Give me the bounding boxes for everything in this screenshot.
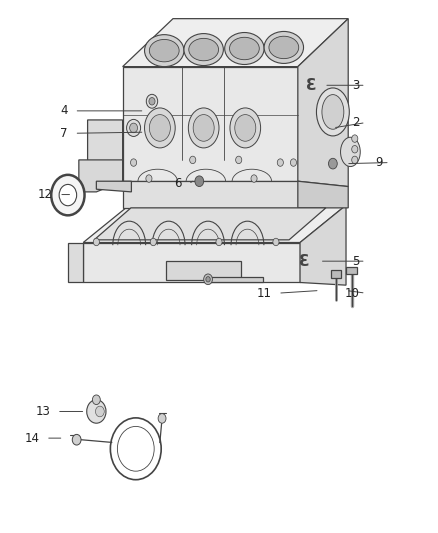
Circle shape bbox=[87, 400, 106, 423]
Text: 14: 14 bbox=[25, 432, 39, 445]
Text: 3: 3 bbox=[352, 79, 359, 92]
Circle shape bbox=[72, 434, 81, 445]
Text: 7: 7 bbox=[60, 127, 68, 140]
Text: 9: 9 bbox=[376, 156, 383, 169]
Circle shape bbox=[277, 159, 283, 166]
Polygon shape bbox=[96, 181, 131, 192]
Circle shape bbox=[195, 176, 204, 187]
Polygon shape bbox=[83, 243, 300, 282]
Circle shape bbox=[158, 414, 166, 423]
Text: 4: 4 bbox=[60, 104, 68, 117]
Circle shape bbox=[251, 175, 257, 182]
Ellipse shape bbox=[145, 108, 175, 148]
Circle shape bbox=[352, 135, 358, 142]
Ellipse shape bbox=[189, 38, 219, 61]
Polygon shape bbox=[166, 261, 241, 280]
Ellipse shape bbox=[230, 37, 259, 60]
Polygon shape bbox=[346, 266, 357, 274]
Circle shape bbox=[149, 98, 155, 105]
Ellipse shape bbox=[235, 115, 256, 141]
Polygon shape bbox=[94, 208, 326, 240]
Circle shape bbox=[59, 184, 77, 206]
Circle shape bbox=[127, 119, 141, 136]
Text: Ɛ: Ɛ bbox=[299, 254, 310, 269]
Ellipse shape bbox=[188, 108, 219, 148]
Circle shape bbox=[352, 146, 358, 153]
Circle shape bbox=[352, 156, 358, 164]
Text: 12: 12 bbox=[38, 188, 53, 201]
Ellipse shape bbox=[184, 34, 223, 66]
Polygon shape bbox=[298, 181, 348, 208]
Polygon shape bbox=[298, 19, 348, 187]
Ellipse shape bbox=[149, 39, 179, 62]
Text: 6: 6 bbox=[174, 177, 182, 190]
Ellipse shape bbox=[230, 108, 261, 148]
Circle shape bbox=[290, 159, 297, 166]
Ellipse shape bbox=[269, 36, 299, 59]
Ellipse shape bbox=[145, 35, 184, 67]
Circle shape bbox=[328, 158, 337, 169]
Text: 2: 2 bbox=[352, 116, 359, 129]
Circle shape bbox=[204, 274, 212, 285]
Text: 11: 11 bbox=[257, 287, 272, 300]
Circle shape bbox=[95, 406, 104, 417]
Circle shape bbox=[92, 395, 100, 405]
Circle shape bbox=[146, 175, 152, 182]
Polygon shape bbox=[83, 205, 346, 243]
Text: Ɛ: Ɛ bbox=[306, 78, 316, 93]
Text: 5: 5 bbox=[352, 255, 359, 268]
Polygon shape bbox=[300, 205, 346, 285]
Polygon shape bbox=[210, 277, 263, 282]
Polygon shape bbox=[331, 270, 341, 278]
Polygon shape bbox=[88, 120, 123, 176]
Circle shape bbox=[216, 238, 222, 246]
Circle shape bbox=[131, 159, 137, 166]
Circle shape bbox=[150, 238, 156, 246]
Text: 10: 10 bbox=[344, 287, 359, 300]
Ellipse shape bbox=[193, 115, 214, 141]
Polygon shape bbox=[123, 19, 348, 67]
Text: 13: 13 bbox=[35, 405, 50, 418]
Polygon shape bbox=[123, 67, 298, 181]
Polygon shape bbox=[79, 160, 123, 192]
Ellipse shape bbox=[264, 31, 304, 63]
Circle shape bbox=[146, 94, 158, 108]
Circle shape bbox=[206, 277, 210, 282]
Circle shape bbox=[236, 156, 242, 164]
Polygon shape bbox=[68, 243, 83, 282]
Ellipse shape bbox=[149, 115, 170, 141]
Circle shape bbox=[273, 238, 279, 246]
Circle shape bbox=[51, 175, 85, 215]
Polygon shape bbox=[123, 181, 298, 208]
Ellipse shape bbox=[225, 33, 264, 64]
Ellipse shape bbox=[322, 95, 344, 130]
Circle shape bbox=[130, 123, 138, 133]
Circle shape bbox=[190, 156, 196, 164]
Ellipse shape bbox=[316, 88, 350, 136]
Circle shape bbox=[93, 238, 99, 246]
Ellipse shape bbox=[341, 137, 360, 167]
